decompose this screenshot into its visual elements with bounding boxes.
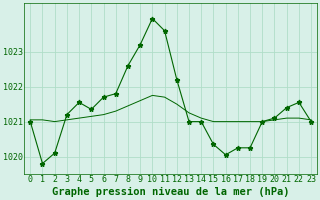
X-axis label: Graphe pression niveau de la mer (hPa): Graphe pression niveau de la mer (hPa) — [52, 187, 290, 197]
